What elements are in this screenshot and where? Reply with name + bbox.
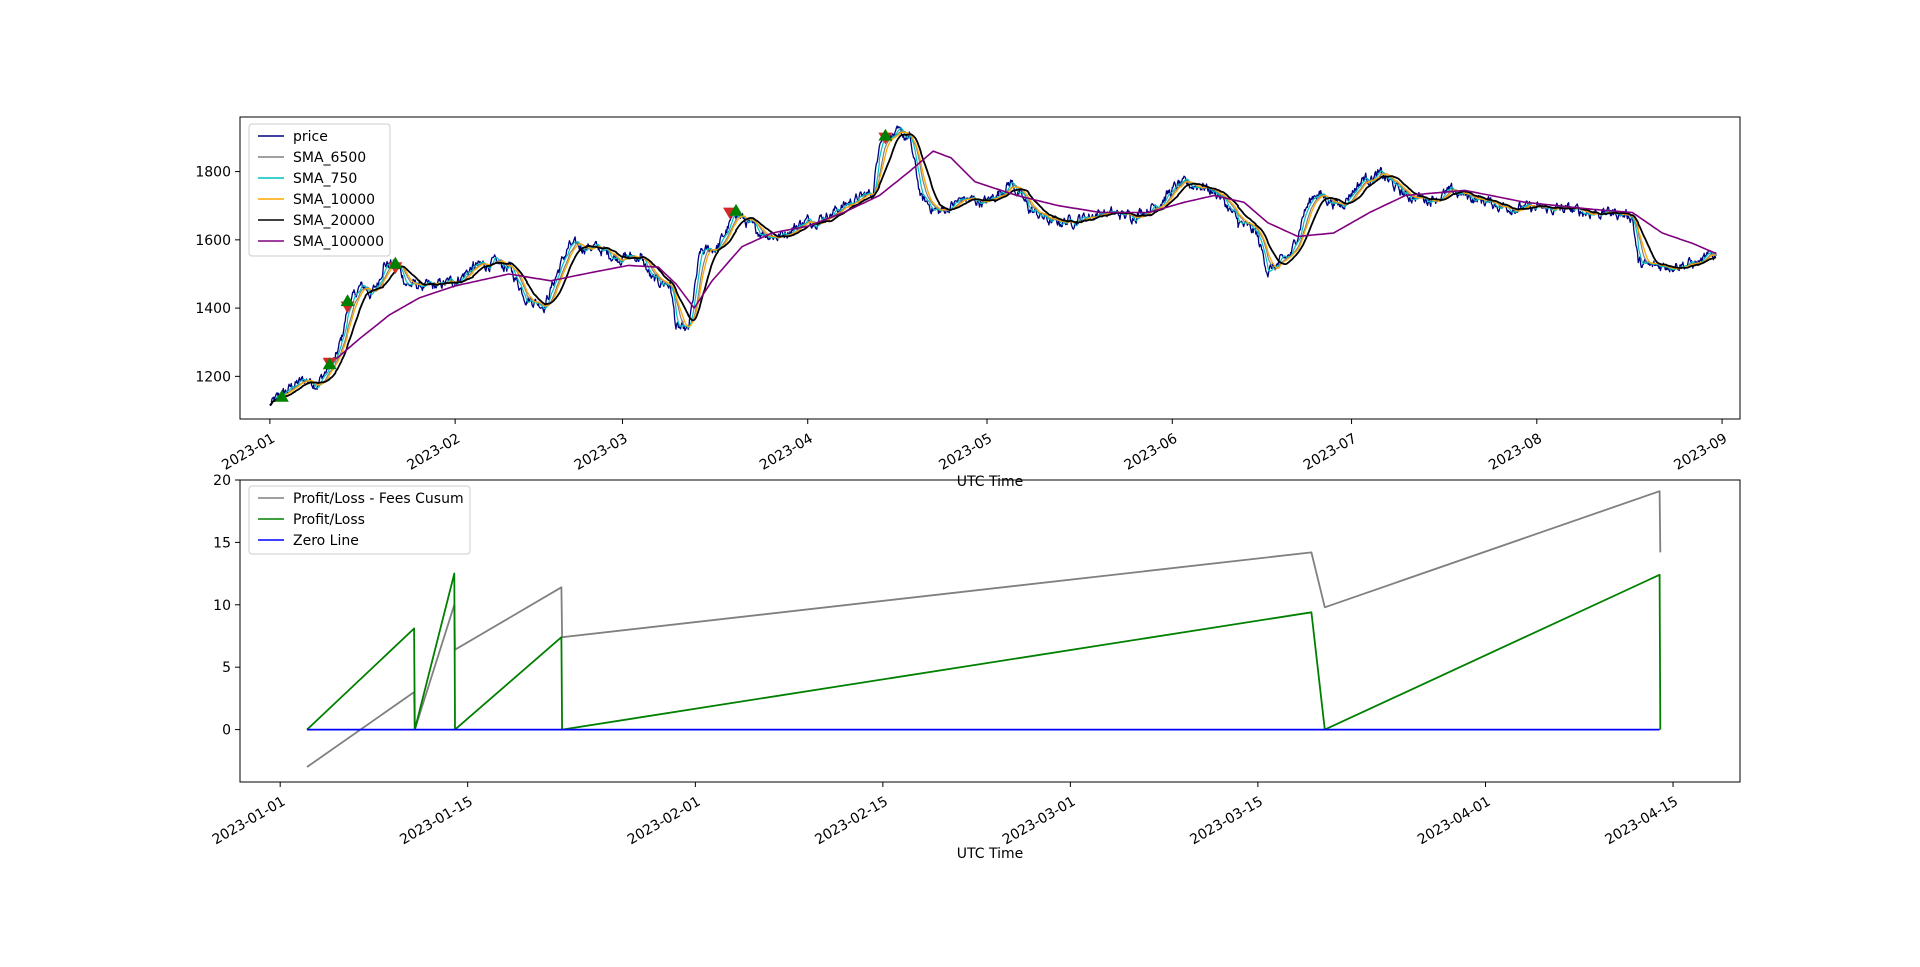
legend-label-pl: Profit/Loss bbox=[293, 512, 365, 528]
legend-label-sma6500: SMA_6500 bbox=[293, 150, 366, 166]
series-line-sma100000 bbox=[335, 150, 1717, 360]
profit-loss-series-group bbox=[306, 490, 1662, 768]
trade-markers-group bbox=[274, 128, 893, 402]
legend-label-sma100000: SMA_100000 bbox=[293, 234, 384, 250]
buy-marker-4 bbox=[340, 294, 355, 307]
legend-label-sma750: SMA_750 bbox=[293, 171, 357, 187]
buy-marker-10 bbox=[878, 128, 893, 141]
pl-y-tick-label-15: 15 bbox=[213, 535, 231, 551]
pl-y-tick-label-20: 20 bbox=[213, 473, 231, 489]
buy-marker-2 bbox=[322, 357, 337, 370]
profit-loss-legend: Profit/Loss - Fees Cusum Profit/Loss Zer… bbox=[248, 485, 471, 555]
profit-loss-x-axis-label: UTC Time bbox=[957, 846, 1023, 862]
pl-y-tick-label-0: 0 bbox=[222, 723, 231, 739]
buy-marker-0 bbox=[274, 389, 289, 402]
legend-label-price: price bbox=[293, 129, 328, 145]
legend-label-pl-fees: Profit/Loss - Fees Cusum bbox=[293, 491, 464, 507]
pl-series-line-1 bbox=[306, 572, 1662, 731]
pl-y-tick-label-5: 5 bbox=[222, 660, 231, 676]
price-y-tick-label-1200: 1200 bbox=[195, 369, 231, 385]
legend-label-sma10000: SMA_10000 bbox=[293, 192, 375, 208]
price-series-group bbox=[269, 125, 1717, 407]
price-legend: price SMA_6500 SMA_750 SMA_10000 SMA_200… bbox=[248, 123, 391, 257]
price-plot-frame bbox=[239, 116, 1741, 420]
legend-label-zero: Zero Line bbox=[293, 533, 359, 549]
price-y-axis: 1200 1400 1600 1800 bbox=[195, 165, 240, 385]
legend-label-sma20000: SMA_20000 bbox=[293, 213, 375, 229]
buy-marker-8 bbox=[729, 203, 744, 216]
price-y-tick-label-1600: 1600 bbox=[195, 233, 231, 249]
pl-y-tick-label-10: 10 bbox=[213, 598, 231, 614]
profit-loss-legend-box bbox=[248, 485, 471, 555]
price-legend-box bbox=[248, 123, 391, 257]
profit-loss-y-axis: 0 5 10 15 20 bbox=[213, 473, 240, 739]
buy-marker-6 bbox=[388, 256, 403, 269]
price-x-axis-label: UTC Time bbox=[957, 474, 1023, 490]
series-line-sma20000 bbox=[269, 133, 1717, 406]
profit-loss-plot-frame bbox=[239, 479, 1741, 783]
price-y-tick-label-1400: 1400 bbox=[195, 301, 231, 317]
price-y-tick-label-1800: 1800 bbox=[195, 165, 231, 181]
